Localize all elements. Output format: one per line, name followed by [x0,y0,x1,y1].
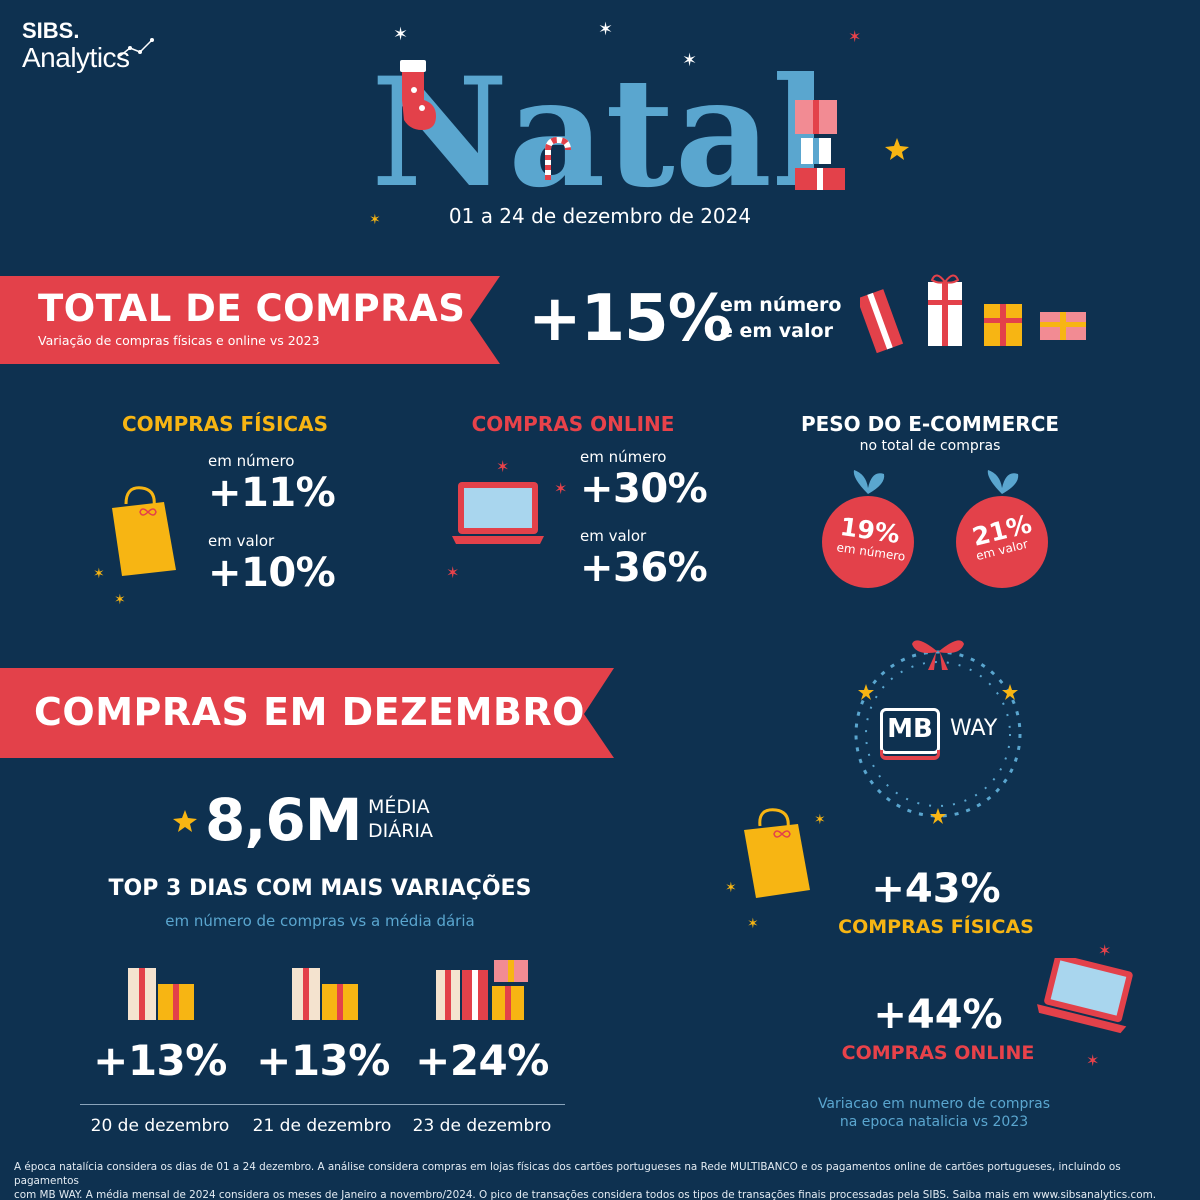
mbway-note-line1: Variacao em numero de compras [817,1096,1051,1112]
day-gifts [128,960,528,1020]
online-value-valor: +36% [580,545,708,591]
bow-icon [912,640,964,670]
sparkle-icon: ✶ ✶ ✶ ✶ ✶ ✶ [93,212,826,932]
mbway-logo-underline [880,750,940,760]
gifts-row [860,274,1086,354]
avg-daily-value: 8,6M [205,786,362,854]
ornaments [822,470,1048,588]
ribbon-total [0,276,500,364]
avg-label-line1: MÉDIA [368,796,430,818]
fisicas-label-valor: em valor [208,532,275,550]
top3-title: TOP 3 DIAS COM MAIS VARIAÇÕES [108,876,532,901]
fisicas-title: COMPRAS FÍSICAS [122,412,328,436]
date-range: 01 a 24 de dezembro de 2024 [448,204,752,228]
gift-icon [860,289,904,354]
wreath-icon [854,640,1022,824]
total-value: +15% [528,282,732,356]
title-text: Natal [371,45,829,210]
day1-value: +13% [93,1036,227,1085]
sparkle-icon: ✶ ✶ ✶ ✶ ✶ ✶ [446,27,1111,1070]
day1-date: 20 de dezembro [90,1116,230,1136]
gift-icon [928,274,962,346]
svg-text:✶: ✶ [496,457,509,476]
svg-text:✶: ✶ [814,812,826,828]
title-natal: Natal [371,45,845,210]
top3-subtitle: em número de compras vs a média dária [165,912,475,930]
day2-date: 21 de dezembro [252,1116,392,1136]
total-desc-line1: em número [720,294,842,316]
mbway-logo-way: WAY [950,716,998,741]
stocking-icon [400,60,436,130]
analytics-chart-icon [119,38,154,57]
day3-value: +24% [415,1036,549,1085]
shopping-bag-icon [112,486,176,576]
shopping-bag-icon [744,808,810,898]
day3-date: 23 de dezembro [412,1116,552,1136]
avg-label-line2: DIÁRIA [368,820,434,842]
online-label-numero: em número [580,448,667,466]
fisicas-label-numero: em número [208,452,295,470]
total-desc-line2: e em valor [720,320,833,342]
gift-icon [795,100,845,190]
ecommerce-title: PESO DO E-COMMERCE [800,412,1060,436]
svg-text:✶: ✶ [114,592,126,608]
fisicas-value-numero: +11% [208,470,336,516]
mbway-online-label: COMPRAS ONLINE [841,1042,1035,1064]
brand-analytics: Analytics [22,42,130,73]
mbway-online-value: +44% [873,992,1003,1038]
svg-text:✶: ✶ [393,24,408,45]
candy-cane-icon [545,136,571,180]
svg-text:✶: ✶ [598,19,613,40]
ecommerce-subtitle: no total de compras [859,438,1001,454]
ornament-icon [822,470,914,588]
svg-text:✶: ✶ [1098,941,1111,960]
gift-icon [984,304,1022,346]
svg-text:✶: ✶ [369,212,381,228]
mbway-logo-box [880,708,940,754]
gift-icon [128,968,194,1020]
mbway-logo-mb: MB [887,714,933,744]
ribbon-dezembro [0,668,614,758]
star-icon [173,138,909,832]
gift-icon [1040,312,1086,340]
svg-text:✶: ✶ [747,916,759,932]
svg-text:✶: ✶ [446,563,459,582]
laptop-icon [1037,958,1133,1034]
svg-text:✶: ✶ [554,479,567,498]
ornament-icon [956,470,1048,588]
sparkle-icon: ✶ ✶ ✶ [393,19,697,71]
gift-icon [292,968,358,1020]
mbway-fisicas-label: COMPRAS FÍSICAS [838,916,1034,938]
gift-icon [436,960,528,1020]
mbway-fisicas-value: +43% [871,866,1001,912]
mbway-note-line2: na epoca natalicia vs 2023 [839,1114,1029,1130]
total-title: TOTAL DE COMPRAS [38,287,466,330]
svg-text:✶: ✶ [1086,1051,1099,1070]
online-title: COMPRAS ONLINE [471,412,675,436]
days-divider [80,1104,565,1105]
online-value-numero: +30% [580,466,708,512]
fisicas-value-valor: +10% [208,550,336,596]
svg-text:✶: ✶ [725,880,737,896]
total-subtitle: Variação de compras físicas e online vs … [38,333,320,348]
footer-line1: A época natalícia considera os dias de 0… [14,1161,1121,1187]
day2-value: +13% [256,1036,390,1085]
brand-sibs: SIBS. [22,18,80,43]
footer-line2: com MB WAY. A média mensal de 2024 consi… [14,1189,1157,1200]
svg-text:✶: ✶ [682,50,697,71]
footer-note: A época natalícia considera os dias de 0… [14,1160,1186,1200]
svg-text:✶: ✶ [93,566,105,582]
svg-text:✶: ✶ [848,27,861,46]
laptop-icon [452,482,544,544]
online-label-valor: em valor [580,527,647,545]
dezembro-title: COMPRAS EM DEZEMBRO [34,690,585,734]
